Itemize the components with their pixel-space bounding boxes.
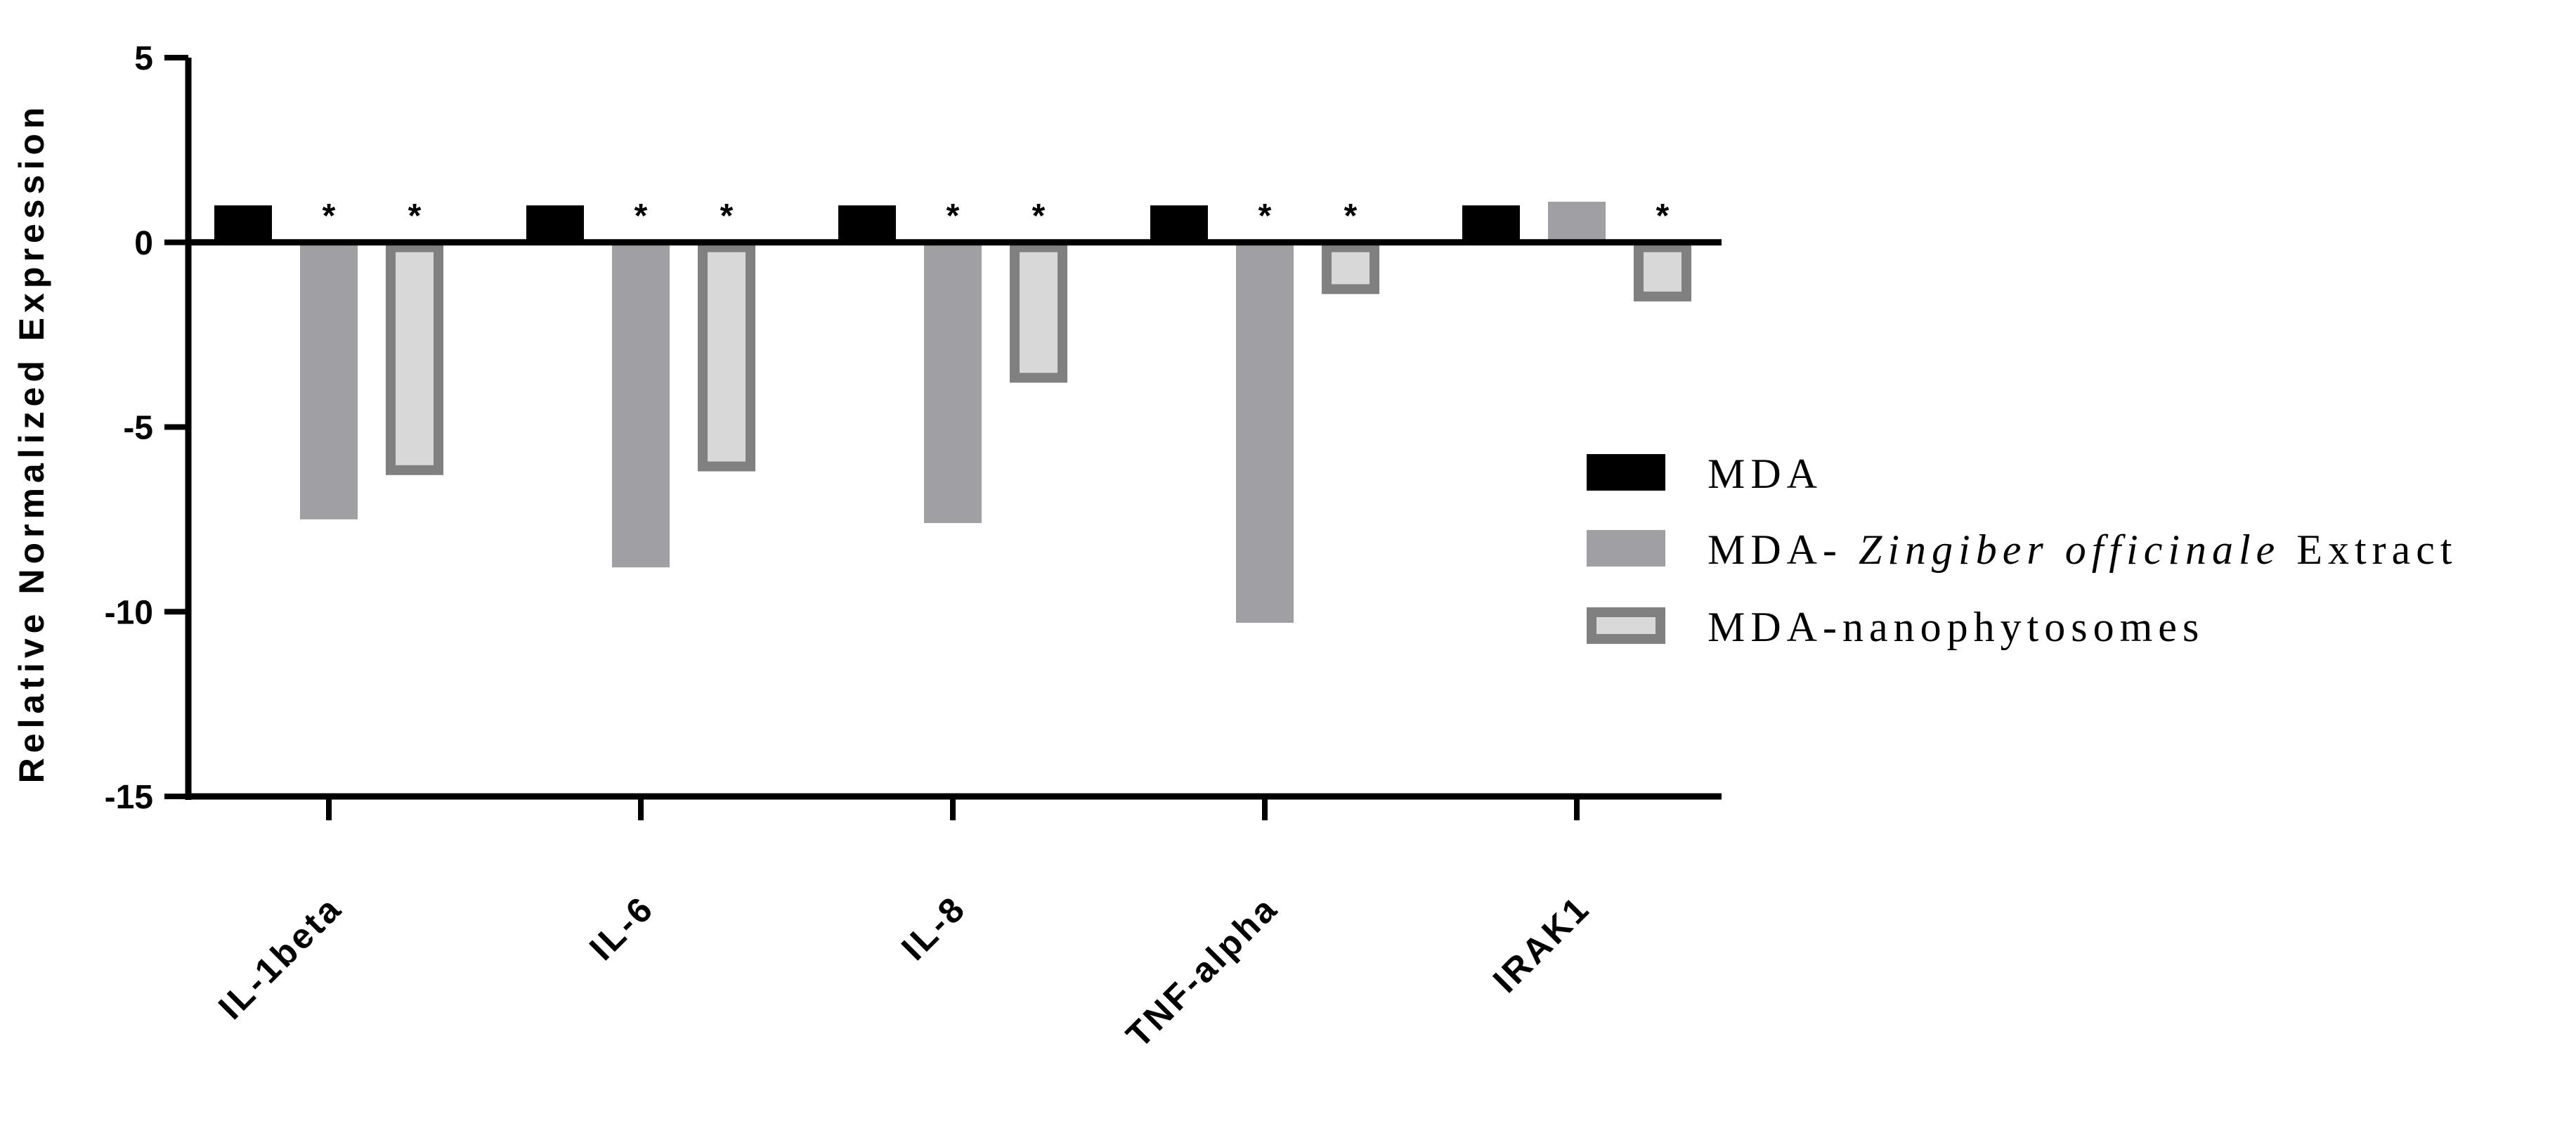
significance-star: * — [1032, 198, 1046, 235]
bar-TNF-alpha-MDA-nanophytosomes — [1322, 242, 1379, 295]
bar-IL-1beta-MDA-nanophytosomes — [386, 242, 443, 475]
significance-star: * — [635, 198, 648, 235]
bar-IL-8-MDA — [838, 205, 896, 243]
significance-star: * — [323, 198, 336, 235]
significance-star: * — [720, 198, 734, 235]
significance-star: * — [1344, 198, 1358, 235]
x-ticks-layer: IL-1beta IL-6 IL-8 TNF-alpha IRAK1 — [211, 796, 1598, 1055]
y-tick-label: -15 — [105, 779, 153, 816]
bar-IRAK1-MDA — [1462, 205, 1520, 243]
bar-IL-6-MDA-nanophytosomes — [698, 242, 755, 472]
x-tick-label-IRAK1: IRAK1 — [1485, 888, 1598, 1000]
x-tick-label-IL-8: IL-8 — [894, 888, 974, 968]
legend-label: MDA-nanophytosomes — [1707, 604, 2204, 650]
x-tick-label-TNF-alpha: TNF-alpha — [1119, 888, 1286, 1055]
legend-label: MDA — [1707, 451, 1823, 497]
bar-TNF-alpha-MDA — [1150, 205, 1208, 243]
legend-label: MDA- Zingiber officinale Extract — [1707, 526, 2458, 573]
x-tick-label-IL-1beta: IL-1beta — [211, 888, 350, 1027]
legend: MDA MDA- Zingiber officinale Extract MDA-n… — [1587, 451, 2458, 650]
y-tick-label: 0 — [134, 225, 153, 262]
bar-IL-8-MDA- Zingiber officinale Extract — [924, 242, 982, 524]
significance-star: * — [1258, 198, 1272, 235]
significance-star: * — [1656, 198, 1670, 235]
y-axis-title: Relative Normalized Expression — [12, 103, 51, 784]
bar-IL-1beta-MDA- Zingiber officinale Extract — [300, 242, 358, 519]
x-tick-label-IL-6: IL-6 — [582, 888, 662, 968]
bar-IL-1beta-MDA — [214, 205, 272, 243]
significance-star: * — [947, 198, 960, 235]
significance-layer: * * * * * * * * * — [323, 198, 1670, 235]
bars-layer — [214, 201, 1691, 623]
y-tick-label: -10 — [105, 594, 153, 631]
legend-swatch — [1587, 454, 1665, 491]
bar-IL-6-MDA — [526, 205, 584, 243]
legend-swatch — [1587, 607, 1665, 644]
bar-IL-8-MDA-nanophytosomes — [1010, 242, 1067, 383]
y-ticks-layer: 5 0 -5 -10 -15 — [105, 40, 188, 816]
bar-IRAK1-MDA-nanophytosomes — [1634, 242, 1691, 302]
y-tick-label: -5 — [123, 410, 153, 447]
bar-IL-6-MDA- Zingiber officinale Extract — [612, 242, 670, 568]
significance-star: * — [408, 198, 422, 235]
legend-swatch — [1587, 530, 1665, 567]
y-tick-label: 5 — [134, 40, 153, 77]
bar-IRAK1-MDA- Zingiber officinale Extract — [1548, 201, 1606, 243]
bar-TNF-alpha-MDA- Zingiber officinale Extract — [1236, 242, 1294, 623]
